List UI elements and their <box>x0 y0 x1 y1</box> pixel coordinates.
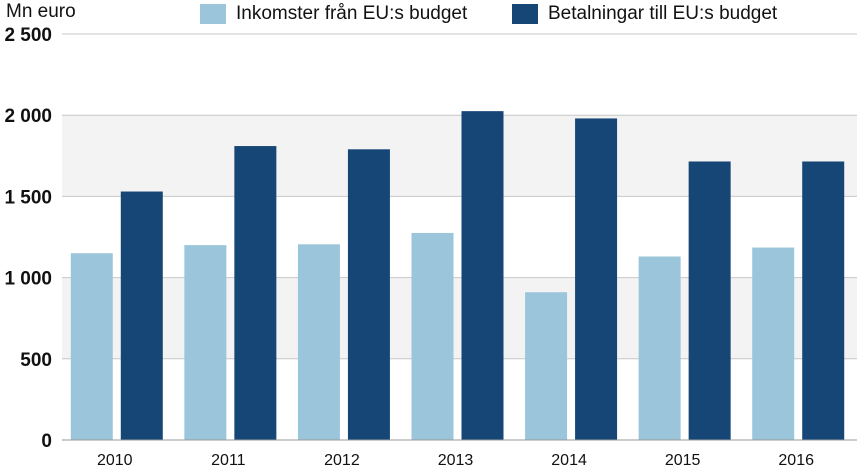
y-tick-label: 2 500 <box>4 25 52 46</box>
y-tick-label: 1 500 <box>4 187 52 208</box>
bar-series-2-2016 <box>802 161 845 440</box>
y-tick-label: 1 000 <box>4 269 52 290</box>
grid-band <box>62 115 857 197</box>
bar-series-2-2015 <box>688 161 731 440</box>
x-tick-label: 2014 <box>551 452 587 469</box>
legend-item-series-1: Inkomster från EU:s budget <box>200 0 467 28</box>
bar-series-2-2012 <box>347 149 390 440</box>
x-tick-label: 2013 <box>438 452 474 469</box>
bar-series-1-2016 <box>752 247 795 440</box>
bar-series-1-2012 <box>297 244 340 440</box>
y-tick-label: 2 000 <box>4 106 52 127</box>
x-tick-label: 2012 <box>324 452 360 469</box>
bar-series-2-2010 <box>120 191 163 440</box>
grid-band <box>62 277 857 359</box>
x-tick-label: 2010 <box>97 452 133 469</box>
x-tick-label: 2015 <box>665 452 701 469</box>
legend-swatch-series-1 <box>200 4 226 24</box>
bar-series-2-2013 <box>461 111 504 440</box>
y-tick-label: 500 <box>20 350 52 371</box>
bar-series-1-2015 <box>638 256 681 440</box>
bar-series-1-2011 <box>184 245 227 440</box>
bar-series-2-2011 <box>234 146 277 440</box>
x-tick-label: 2016 <box>778 452 814 469</box>
bar-series-2-2014 <box>575 118 618 440</box>
y-axis-unit-label: Mn euro <box>6 1 76 22</box>
legend-label-series-1: Inkomster från EU:s budget <box>236 3 468 24</box>
legend-label-series-2: Betalningar till EU:s budget <box>548 3 778 24</box>
y-tick-label: 0 <box>41 431 52 452</box>
bar-series-1-2013 <box>411 232 454 440</box>
legend-swatch-series-2 <box>512 4 538 24</box>
bar-series-1-2010 <box>70 253 113 440</box>
x-tick-label: 2011 <box>211 452 246 469</box>
bar-series-1-2014 <box>525 292 568 440</box>
legend-item-series-2: Betalningar till EU:s budget <box>512 0 777 28</box>
